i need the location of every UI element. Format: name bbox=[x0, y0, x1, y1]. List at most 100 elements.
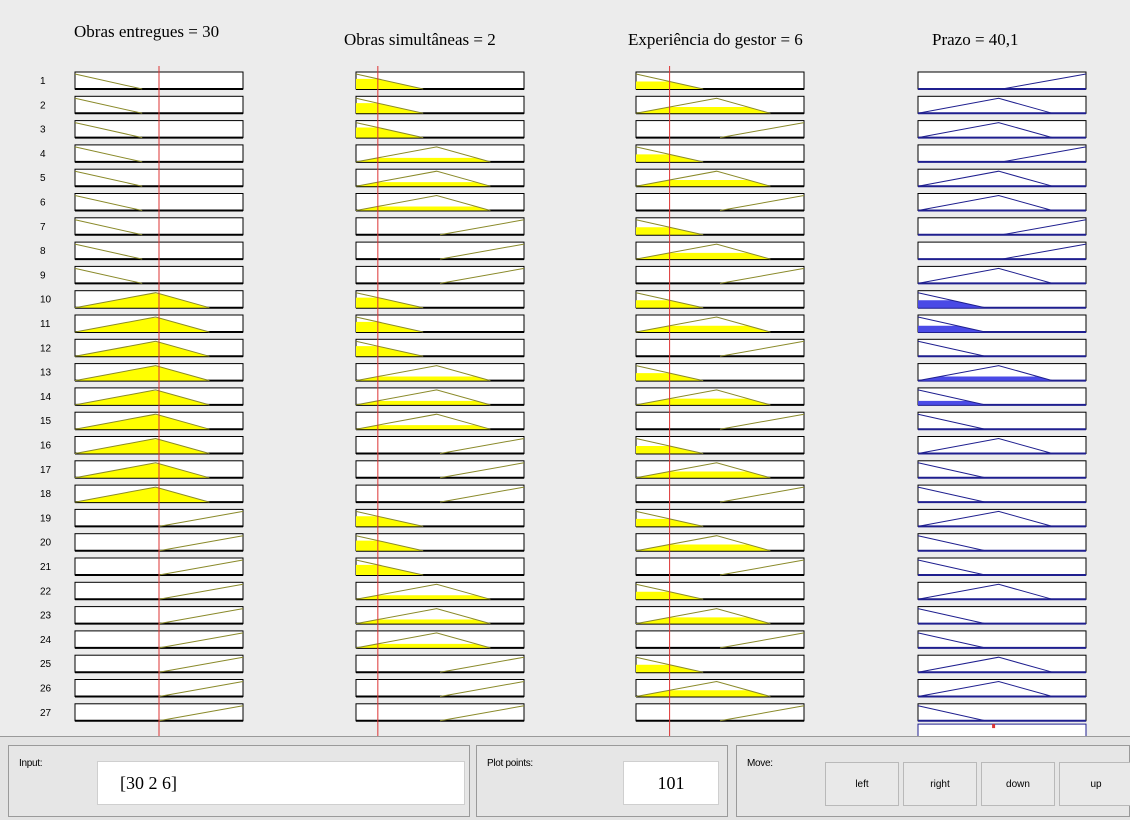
input-mf-cell bbox=[355, 120, 525, 139]
rule-number: 1 bbox=[40, 76, 46, 87]
rule-number: 26 bbox=[40, 684, 52, 695]
mf-fill bbox=[356, 157, 491, 162]
aggregate-output-box bbox=[917, 723, 1087, 736]
mf-box bbox=[355, 484, 525, 503]
input-mf-cell bbox=[635, 557, 805, 576]
rule-number: 21 bbox=[40, 562, 52, 573]
mf-outline bbox=[74, 243, 143, 260]
output-mf-cell bbox=[917, 95, 1087, 115]
input-group: Input: [30 2 6] bbox=[8, 745, 470, 817]
mf-outline bbox=[355, 73, 424, 90]
mf-box bbox=[635, 265, 805, 284]
input-mf-cell bbox=[355, 314, 525, 333]
output-mf-cell bbox=[917, 557, 1087, 576]
mf-outline bbox=[917, 97, 1053, 114]
mf-box bbox=[635, 338, 805, 357]
mf-outline bbox=[719, 632, 805, 649]
move-up-button[interactable]: up bbox=[1059, 762, 1130, 806]
mf-outline bbox=[635, 462, 771, 479]
output-mf-cell bbox=[917, 581, 1087, 601]
rule-viewer-plot: 1234567891011121314151617181920212223242… bbox=[40, 66, 1087, 736]
mf-outline bbox=[917, 680, 1053, 697]
mf-outline bbox=[158, 681, 244, 697]
move-label: Move: bbox=[747, 758, 773, 769]
input-mf-cell bbox=[635, 363, 805, 382]
output-mf-cell bbox=[917, 217, 1087, 236]
move-right-button[interactable]: right bbox=[903, 762, 977, 806]
mf-fill bbox=[75, 317, 210, 332]
mf-outline bbox=[917, 292, 986, 309]
input-mf-cell bbox=[635, 387, 805, 406]
input-mf-cell bbox=[355, 193, 525, 212]
mf-fill bbox=[75, 415, 210, 430]
mf-outline bbox=[439, 705, 525, 722]
input-mf-cell bbox=[355, 387, 525, 406]
input-mf-cell bbox=[355, 241, 525, 261]
input-mf-cell bbox=[635, 217, 805, 236]
output-mf-cell bbox=[917, 71, 1087, 90]
mf-outline bbox=[1001, 219, 1087, 236]
mf-outline bbox=[158, 559, 244, 576]
mf-outline bbox=[635, 535, 771, 552]
mf-fill bbox=[356, 619, 491, 624]
input-mf-cell bbox=[355, 703, 525, 722]
mf-outline bbox=[158, 656, 244, 673]
mf-outline bbox=[74, 437, 210, 454]
mf-outline bbox=[635, 608, 771, 625]
mf-outline bbox=[635, 680, 771, 697]
mf-outline bbox=[719, 340, 805, 357]
plot-points-field[interactable]: 101 bbox=[623, 761, 719, 805]
mf-fill bbox=[356, 595, 491, 600]
control-panel: Input: [30 2 6] Plot points: 101 Move: l… bbox=[0, 736, 1130, 820]
rule-number: 16 bbox=[40, 441, 52, 452]
mf-fill bbox=[356, 564, 424, 575]
input-mf-cell bbox=[355, 581, 525, 601]
mf-fill bbox=[75, 342, 210, 357]
mf-outline bbox=[439, 219, 525, 236]
rule-number: 17 bbox=[40, 465, 52, 476]
input-mf-cell bbox=[355, 71, 525, 90]
mf-fill bbox=[75, 463, 210, 478]
mf-outline bbox=[917, 608, 986, 625]
mf-box bbox=[635, 120, 805, 139]
mf-outline bbox=[355, 122, 424, 139]
rule-number: 13 bbox=[40, 368, 52, 379]
mf-outline bbox=[74, 389, 210, 406]
mf-box bbox=[917, 71, 1087, 90]
mf-box bbox=[355, 217, 525, 236]
mf-outline bbox=[719, 486, 805, 503]
mf-fill bbox=[356, 516, 424, 527]
mf-fill bbox=[356, 643, 491, 648]
mf-outline bbox=[719, 122, 805, 139]
rule-number: 25 bbox=[40, 659, 52, 670]
mf-fill bbox=[918, 376, 1053, 381]
move-group: Move: left right down up bbox=[736, 745, 1130, 817]
output-mf-cell bbox=[917, 265, 1087, 285]
move-down-button[interactable]: down bbox=[981, 762, 1055, 806]
mf-outline bbox=[719, 267, 805, 284]
output-mf-cell bbox=[917, 533, 1087, 552]
rule-number: 4 bbox=[40, 149, 46, 160]
input-mf-cell bbox=[355, 290, 525, 309]
move-left-button[interactable]: left bbox=[825, 762, 899, 806]
title-obras-entregues: Obras entregues = 30 bbox=[74, 22, 220, 41]
input-field[interactable]: [30 2 6] bbox=[97, 761, 465, 805]
mf-fill bbox=[918, 400, 986, 405]
mf-outline bbox=[635, 97, 771, 114]
input-mf-cell bbox=[355, 217, 525, 236]
rule-number: 7 bbox=[40, 222, 46, 233]
output-mf-cell bbox=[917, 314, 1087, 333]
mf-outline bbox=[917, 632, 986, 649]
input-mf-cell bbox=[635, 654, 805, 674]
rule-number: 12 bbox=[40, 343, 52, 354]
rule-number: 22 bbox=[40, 586, 52, 597]
mf-box bbox=[635, 484, 805, 503]
input-mf-cell bbox=[355, 679, 525, 698]
mf-box bbox=[917, 460, 1087, 479]
mf-fill bbox=[356, 540, 424, 551]
input-mf-cell bbox=[635, 630, 805, 649]
mf-outline bbox=[917, 413, 986, 430]
mf-outline bbox=[355, 583, 491, 600]
input-mf-cell bbox=[355, 265, 525, 285]
mf-outline bbox=[917, 194, 1053, 211]
